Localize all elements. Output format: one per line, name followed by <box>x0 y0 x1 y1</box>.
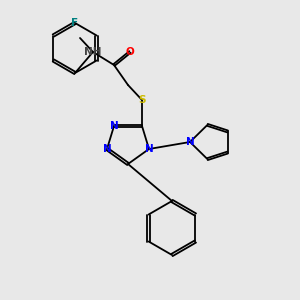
Text: N: N <box>110 121 118 131</box>
Text: S: S <box>138 95 146 105</box>
Text: F: F <box>71 18 79 28</box>
Text: N: N <box>145 144 153 154</box>
Text: O: O <box>126 47 134 57</box>
Text: N: N <box>103 144 111 154</box>
Text: N: N <box>186 137 194 147</box>
Text: NH: NH <box>84 47 102 57</box>
